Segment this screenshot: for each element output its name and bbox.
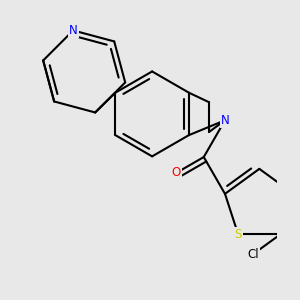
Text: O: O (172, 167, 181, 179)
Text: Cl: Cl (247, 248, 259, 261)
Text: N: N (220, 114, 230, 127)
Text: N: N (69, 24, 78, 37)
Text: S: S (234, 228, 242, 241)
